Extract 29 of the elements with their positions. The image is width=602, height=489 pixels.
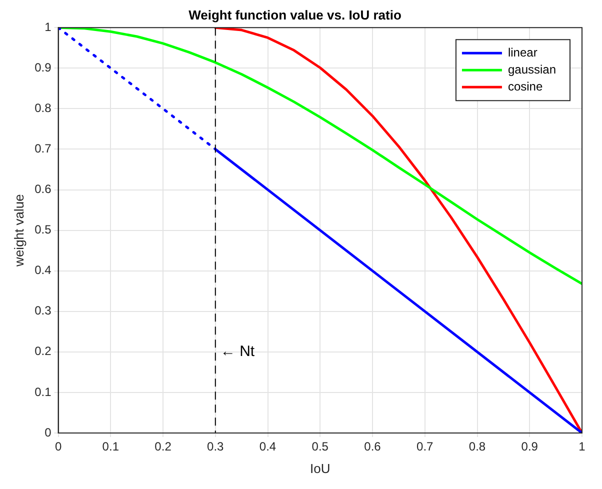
x-tick-label: 0.5 [312,440,329,454]
x-tick-label: 0.9 [521,440,538,454]
x-tick-label: 0.4 [259,440,276,454]
x-tick-label: 0.1 [102,440,120,454]
x-axis-title: IoU [310,460,330,476]
x-tick-label: 0.2 [154,440,172,454]
x-tick-label: 1 [578,440,586,454]
x-tick-label: 0 [54,440,62,454]
y-axis-title: weight value [11,194,26,268]
y-tick-label: 0.7 [34,142,52,156]
y-tick-label: 1 [44,20,52,34]
y-tick-label: 0.2 [34,344,52,358]
y-tick-label: 0.5 [34,222,52,237]
x-tick-label: 0.8 [468,440,486,454]
legend-label: gaussian [508,62,556,76]
y-tick-label: 0.9 [34,60,52,74]
y-tick-label: 0.6 [34,182,52,196]
chart-title: Weight function value vs. IoU ratio [188,7,402,22]
x-tick-label: 0.3 [207,440,224,454]
y-tick-label: 0.1 [34,384,52,399]
y-tick-label: 0 [44,425,52,440]
legend-label: cosine [508,79,543,94]
legend-label: linear [508,45,538,60]
x-tick-label: 0.7 [416,440,434,454]
x-tick-label: 0.6 [364,440,382,454]
y-tick-label: 0.3 [34,304,52,318]
ref-line-label: ← Nt [220,343,256,360]
y-tick-label: 0.4 [34,263,52,278]
y-tick-label: 0.8 [34,100,52,115]
